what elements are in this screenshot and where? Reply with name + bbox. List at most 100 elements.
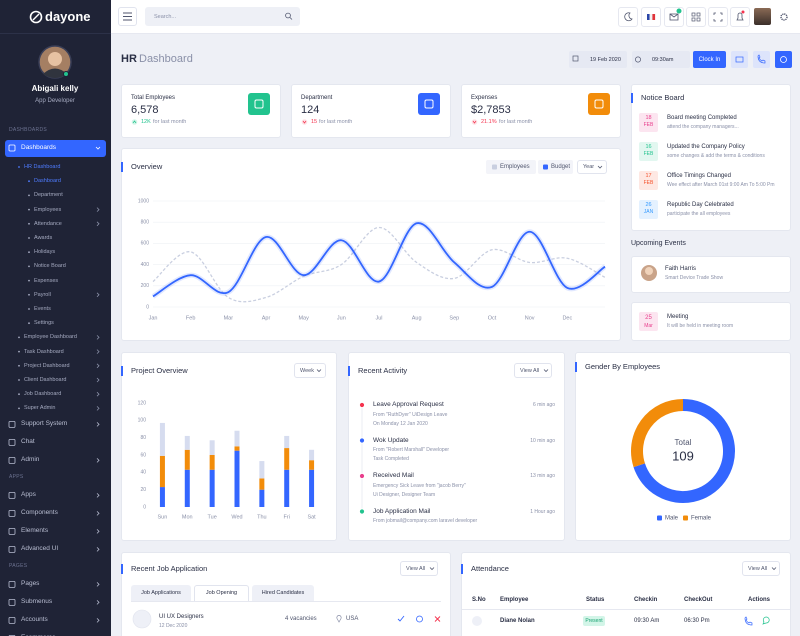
header-icon-button[interactable] xyxy=(618,7,638,27)
nav-subitem[interactable]: Job Dashboard xyxy=(24,391,62,398)
nav-subitem[interactable]: Attendance xyxy=(34,220,62,227)
tab[interactable] xyxy=(131,585,191,601)
legend-label: Employees xyxy=(500,164,530,170)
time-box[interactable] xyxy=(632,51,690,68)
nav-subitem[interactable]: Task Dashboard xyxy=(24,348,64,355)
nav-subitem[interactable]: Events xyxy=(34,306,51,312)
header-icon-button[interactable] xyxy=(708,7,728,27)
overview-card xyxy=(121,148,621,341)
chat-action[interactable] xyxy=(759,614,774,628)
notice-day: 18 xyxy=(645,115,652,121)
stat-change: 21.1% xyxy=(481,119,497,125)
user-role: App Developer xyxy=(35,98,75,104)
nav-item[interactable]: Pages xyxy=(21,580,40,588)
notice-month: JAN xyxy=(643,209,654,215)
activity-line: From jobmail@company.com laravel develop… xyxy=(373,518,478,524)
nav-subitem[interactable]: Employees xyxy=(34,206,62,213)
search-box[interactable] xyxy=(145,7,300,26)
project-overview-card xyxy=(121,352,337,541)
approve-button[interactable] xyxy=(393,612,408,626)
stat-note: for last month xyxy=(153,119,187,125)
page-title-bold: HR xyxy=(121,53,137,65)
notice-day: 17 xyxy=(645,173,652,179)
info-button[interactable] xyxy=(412,612,427,626)
table-header: Checkin xyxy=(634,597,658,603)
nav-subitem[interactable]: Super Admin xyxy=(24,405,56,412)
reject-button[interactable] xyxy=(430,612,445,626)
activity-title: Wok Update xyxy=(373,436,409,444)
nav-subitem[interactable]: Awards xyxy=(34,235,53,241)
nav-subitem[interactable]: Department xyxy=(34,192,63,199)
nav-item[interactable]: Components xyxy=(21,509,58,517)
menu-toggle[interactable] xyxy=(118,7,137,26)
notice-title: Office Timings Changed xyxy=(667,173,731,179)
view-all-button-label: View All xyxy=(748,565,768,572)
header-icon-button[interactable] xyxy=(664,7,684,27)
stat-icon xyxy=(588,93,610,115)
nav-heading: DASHBOARDS xyxy=(9,127,48,133)
nav-subitem[interactable]: Payroll xyxy=(34,291,51,298)
tab-label[interactable]: Hired Candidates xyxy=(261,590,305,596)
nav-subitem[interactable]: Holidays xyxy=(34,249,56,256)
view-all-button[interactable] xyxy=(400,561,438,576)
nav-subitem[interactable]: Expenses xyxy=(34,277,59,284)
clock-in-label: Clock In xyxy=(698,56,721,63)
nav-item[interactable]: Chat xyxy=(21,438,35,446)
user-name: Abigali kelly xyxy=(31,84,79,93)
table-header: Actions xyxy=(748,597,771,603)
table-cell: 06:30 Pm xyxy=(684,618,710,624)
event-name: Meeting xyxy=(667,314,689,320)
clock-in-button[interactable] xyxy=(693,51,726,68)
nav-item[interactable]: Accounts xyxy=(21,616,48,624)
nav-subitem[interactable]: Settings xyxy=(34,320,54,327)
title-accent xyxy=(461,564,463,574)
header-icon-button[interactable] xyxy=(686,7,706,27)
table-cell: 09:30 Am xyxy=(634,618,660,624)
notice-text: some changes & add the terms & condition… xyxy=(667,153,765,159)
notice-text: participate the all employees xyxy=(667,211,731,217)
period-dropdown-label: Week xyxy=(300,367,314,374)
table-header: Employee xyxy=(500,597,529,603)
view-all-button[interactable] xyxy=(742,561,780,576)
nav-item[interactable]: Support System xyxy=(21,420,68,428)
tab-label[interactable]: Job Applications xyxy=(141,590,181,596)
mail-button[interactable] xyxy=(731,51,748,68)
tab[interactable] xyxy=(252,585,314,601)
activity-line: Task Completed xyxy=(373,456,409,462)
info-button[interactable] xyxy=(775,51,792,68)
nav-item[interactable]: Elements xyxy=(21,527,49,535)
tab-label[interactable]: Job Opening xyxy=(205,590,238,596)
view-all-button[interactable] xyxy=(514,363,552,378)
header-icon-button[interactable] xyxy=(730,7,750,27)
notice-title: Republic Day Celebrated xyxy=(667,202,734,208)
nav-item[interactable]: Advanced UI xyxy=(21,545,59,553)
nav-subitem[interactable]: Employee Dashboard xyxy=(24,334,77,341)
table-header: CheckOut xyxy=(684,597,713,603)
nav-item[interactable]: Dashboards xyxy=(21,144,57,151)
table-cell: Diane Nolan xyxy=(500,618,535,624)
nav-item[interactable]: Apps xyxy=(21,491,36,499)
nav-item[interactable]: Submenus xyxy=(21,598,53,606)
tab[interactable] xyxy=(194,585,249,601)
period-dropdown[interactable] xyxy=(294,363,326,378)
period-dropdown[interactable] xyxy=(577,160,607,174)
call-button[interactable] xyxy=(753,51,770,68)
activity-time: 13 min ago xyxy=(530,473,555,479)
header-icon-button[interactable] xyxy=(641,7,661,27)
date-box[interactable] xyxy=(569,51,627,68)
nav-subitem[interactable]: HR Dashboard xyxy=(24,164,61,170)
nav-item[interactable]: Ecommerce xyxy=(21,632,56,636)
call-action[interactable] xyxy=(741,614,756,628)
nav-item[interactable]: Admin xyxy=(21,456,40,464)
nav-subitem[interactable]: Notice Board xyxy=(34,263,66,270)
nav-active-bg xyxy=(5,140,106,157)
header-avatar[interactable] xyxy=(754,8,771,25)
activity-time: 6 min ago xyxy=(533,402,555,408)
nav-subitem[interactable]: Dashboard xyxy=(34,178,61,185)
activity-title: Leave Approval Request xyxy=(373,401,444,408)
activity-time: 10 min ago xyxy=(530,437,555,444)
nav-subitem[interactable]: Client Dashboard xyxy=(24,377,67,383)
nav-heading: APPS xyxy=(9,474,24,481)
nav-subitem[interactable]: Project Dashboard xyxy=(24,362,70,369)
